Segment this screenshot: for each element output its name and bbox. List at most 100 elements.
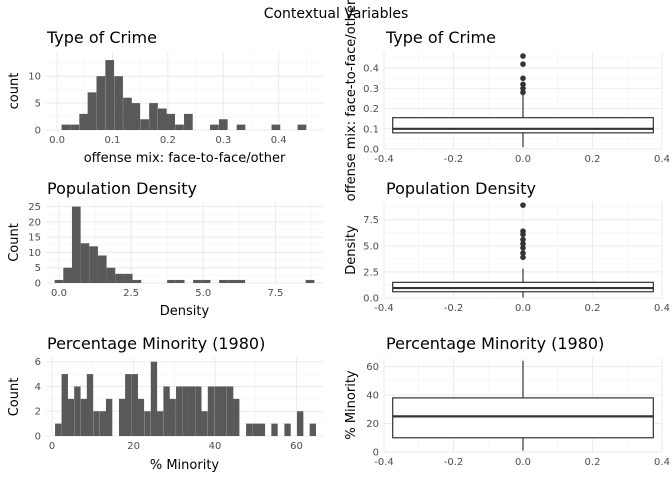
histogram-bar <box>193 279 202 283</box>
histogram-bar <box>93 411 100 436</box>
histogram-bar <box>214 386 221 436</box>
y-tick-label: 15 <box>28 233 41 244</box>
histogram-bar <box>297 411 304 436</box>
histogram-bar <box>150 361 158 436</box>
x-tick-label: 7.5 <box>267 288 283 299</box>
histogram-bar <box>144 411 151 436</box>
x-tick-label: 0.0 <box>49 135 65 146</box>
histogram-bar <box>166 113 175 130</box>
histogram-bar <box>201 411 208 436</box>
x-tick-label: 0 <box>49 441 55 452</box>
box-iqr <box>392 397 654 439</box>
x-tick-label: -0.4 <box>374 154 394 165</box>
y-tick-label: 0.1 <box>363 124 379 135</box>
histogram-bar <box>271 423 278 436</box>
histogram-bar <box>97 255 107 283</box>
x-tick-label: -0.4 <box>374 457 394 468</box>
histogram-bar <box>201 279 211 283</box>
x-tick-label: 0.1 <box>105 135 121 146</box>
histogram-bar <box>70 124 80 130</box>
y-tick-label: 5 <box>35 99 41 110</box>
y-tick-label: 20 <box>28 217 41 228</box>
x-tick-label: 0.4 <box>654 154 670 165</box>
x-tick-label: 0.2 <box>585 457 601 468</box>
y-tick-label: 0.3 <box>363 84 379 95</box>
y-tick-label: 0.2 <box>363 104 379 115</box>
histogram-bar <box>207 386 215 436</box>
y-tick-label: 60 <box>366 362 379 373</box>
histogram-bar <box>137 398 145 436</box>
outlier-point <box>520 61 526 67</box>
histogram-bar <box>219 279 228 283</box>
x-tick-label: 40 <box>209 441 222 452</box>
x-tick-label: 60 <box>290 441 303 452</box>
y-tick-label: 0 <box>373 448 379 459</box>
x-tick-label: 20 <box>127 441 140 452</box>
outlier-point <box>520 53 526 59</box>
y-tick-label: 0.0 <box>363 294 379 305</box>
histogram-bar <box>218 119 228 130</box>
x-tick-label: -0.2 <box>444 303 464 314</box>
histogram-bar <box>167 279 176 283</box>
density-hist-panel: 0.0 2.5 5.0 7.5 0 5 10 15 20 25 Population Density… <box>7 179 323 319</box>
outlier-point <box>520 228 526 235</box>
x-axis-label: % Minority <box>150 458 220 473</box>
histogram-bar <box>54 279 64 283</box>
histogram-bar <box>163 386 170 436</box>
histogram-bar <box>61 124 71 130</box>
y-tick-label: 6 <box>35 357 41 368</box>
x-tick-label: 0.2 <box>160 135 176 146</box>
histogram-bar <box>80 398 88 436</box>
histogram-bar <box>246 423 253 436</box>
histogram-bar <box>105 398 113 436</box>
y-tick-label: 0 <box>35 279 41 290</box>
y-axis-label: Density <box>344 225 359 275</box>
histogram-bar <box>236 124 246 130</box>
x-tick-label: 0.0 <box>515 303 531 314</box>
y-tick-label: 5.0 <box>363 241 379 252</box>
histogram-bar <box>118 398 126 436</box>
minority-box-panel: -0.4 -0.2 0.0 0.2 0.4 0 20 40 60 Percentage Minor… <box>344 334 670 468</box>
y-tick-label: 10 <box>28 248 41 259</box>
outlier-point <box>520 254 526 261</box>
x-tick-label: 0.0 <box>515 154 531 165</box>
histogram-bar <box>132 279 142 283</box>
histogram-bar <box>271 124 281 130</box>
histogram-bar <box>106 267 116 283</box>
histogram-bar <box>175 124 184 130</box>
y-tick-label: 0 <box>35 432 41 443</box>
histogram-bar <box>258 423 266 436</box>
outlier-point <box>520 236 526 243</box>
histogram-bar <box>131 103 141 130</box>
y-tick-label: 0.0 <box>363 145 379 156</box>
x-tick-label: 0.3 <box>215 135 231 146</box>
histogram-bar <box>74 386 81 436</box>
y-tick-label: 4 <box>35 382 41 393</box>
y-axis-label: Count <box>7 378 22 417</box>
box-iqr <box>392 117 654 134</box>
histogram-bar <box>305 279 315 283</box>
panel-title: Percentage Minority (1980) <box>47 334 265 353</box>
outlier-point <box>520 85 526 92</box>
y-tick-label: 0.4 <box>363 64 379 75</box>
y-tick-label: 5 <box>35 263 41 274</box>
histogram-bar <box>61 374 68 436</box>
histogram-bar <box>125 374 132 436</box>
x-tick-label: 0.4 <box>654 457 670 468</box>
y-tick-label: 2.5 <box>363 267 379 278</box>
outlier-point <box>520 240 526 247</box>
y-axis-label: Count <box>7 223 22 262</box>
panel-title: Type of Crime <box>385 28 496 47</box>
histogram-bar <box>227 279 237 283</box>
outlier-point <box>520 250 526 256</box>
outlier-point <box>520 245 526 251</box>
minority-hist-panel: 0 20 40 60 0 2 4 6 Percentage Minority (1980) % M… <box>7 334 323 473</box>
x-tick-label: -0.2 <box>444 154 464 165</box>
histogram-bar <box>80 243 90 283</box>
y-tick-label: 2 <box>35 407 41 418</box>
histogram-bar <box>86 374 94 436</box>
y-axis-label: offense mix: face-to-face/other <box>344 0 359 201</box>
figure-title: Contextual Variables <box>264 6 409 22</box>
histogram-bar <box>236 279 246 283</box>
